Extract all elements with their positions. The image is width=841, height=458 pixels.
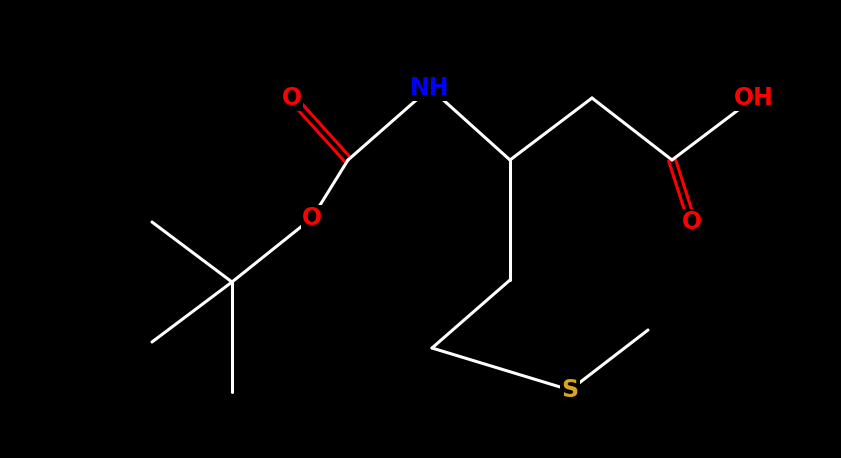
Text: OH: OH (734, 86, 774, 110)
Text: NH: NH (410, 76, 450, 100)
Text: O: O (302, 206, 322, 230)
Text: O: O (282, 86, 302, 110)
Text: S: S (562, 378, 579, 402)
Text: O: O (682, 210, 702, 234)
